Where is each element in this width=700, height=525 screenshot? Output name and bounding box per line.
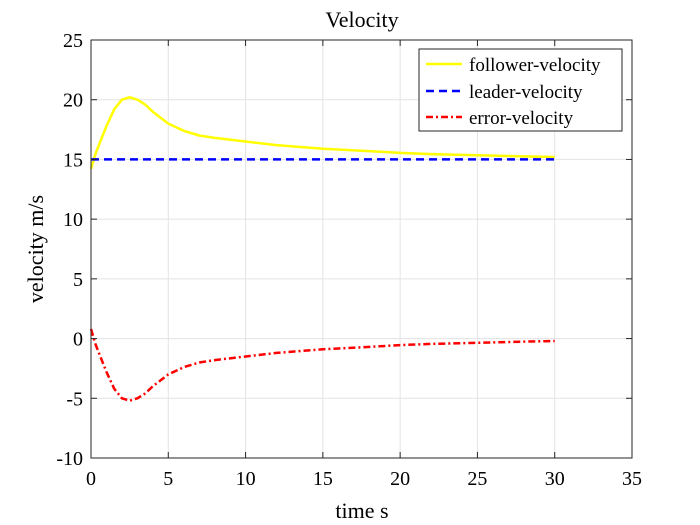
y-tick-label: 0	[73, 329, 83, 351]
y-tick-label: 5	[73, 269, 83, 291]
tick-labels: 0 5 10 15 20 25 30 35 -10 -5 0 5 10 15 20 25	[56, 30, 642, 490]
x-tick-label: 15	[313, 468, 333, 490]
legend: follower-velocity leader-velocity error-…	[418, 48, 623, 132]
legend-label-follower-velocity: follower-velocity	[469, 55, 601, 76]
x-tick-label: 5	[163, 468, 173, 490]
y-tick-label: 20	[63, 90, 83, 112]
x-tick-label: 35	[622, 468, 642, 490]
x-tick-label: 20	[390, 468, 410, 490]
legend-label-leader-velocity: leader-velocity	[469, 82, 583, 103]
y-tick-label: 10	[63, 209, 83, 231]
legend-label-error-velocity: error-velocity	[469, 108, 574, 129]
series-line-follower-velocity	[89, 96, 555, 170]
y-tick-label: -5	[66, 388, 83, 410]
plot-frame	[90, 39, 633, 459]
y-tick-label: 25	[63, 30, 83, 52]
series-layer	[89, 96, 555, 402]
ticks	[90, 39, 633, 459]
x-tick-label: 10	[236, 468, 256, 490]
series-line-error-velocity	[89, 328, 555, 402]
y-tick-label: 15	[63, 149, 83, 171]
x-tick-label: 0	[86, 468, 96, 490]
y-tick-label: -10	[56, 448, 83, 470]
x-tick-label: 30	[545, 468, 565, 490]
x-tick-label: 25	[467, 468, 487, 490]
x-axis-label: time s	[335, 498, 388, 523]
y-axis-label: velocity m/s	[23, 195, 48, 303]
chart-title: Velocity	[325, 7, 398, 32]
